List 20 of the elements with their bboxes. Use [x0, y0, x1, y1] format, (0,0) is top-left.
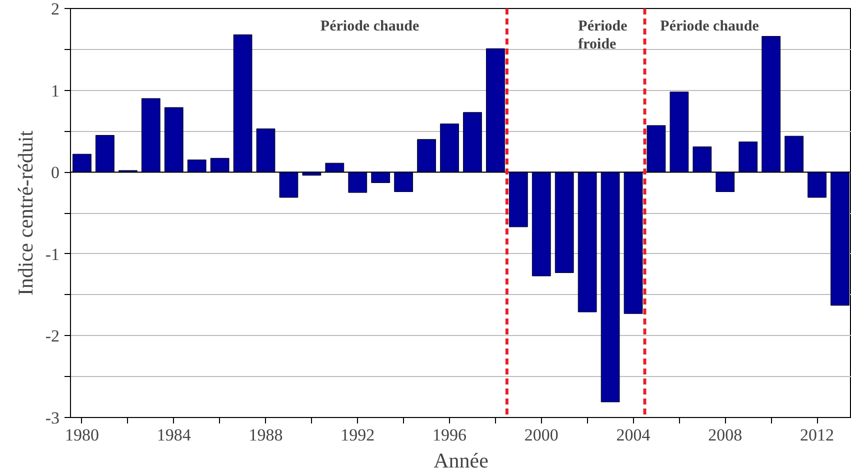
y-tick-label: 0	[51, 163, 60, 182]
y-tick-label: -1	[45, 244, 60, 264]
annotation: Période froide	[578, 18, 628, 52]
x-tick-label: 2004	[616, 426, 651, 444]
y-tick-label: 2	[51, 0, 60, 18]
x-tick-label: 1992	[340, 426, 375, 444]
x-tick-label: 2012	[800, 426, 834, 444]
y-axis-title: Indice centré-réduit	[13, 130, 38, 296]
x-tick-label: 1996	[432, 426, 467, 444]
x-axis-title: Année	[434, 448, 488, 472]
y-tick-label: 1	[51, 81, 60, 100]
x-tick-label: 2008	[708, 426, 742, 444]
x-tick-label: 1988	[248, 426, 283, 444]
annotation: Période chaude	[320, 18, 420, 35]
annotation: Période chaude	[660, 18, 760, 35]
x-tick-label: 1984	[156, 426, 192, 444]
x-tick-label: 2000	[524, 426, 558, 444]
x-tick-label: 1980	[64, 426, 99, 444]
y-tick-label: -2	[45, 326, 60, 346]
y-tick-label: -3	[45, 408, 60, 428]
